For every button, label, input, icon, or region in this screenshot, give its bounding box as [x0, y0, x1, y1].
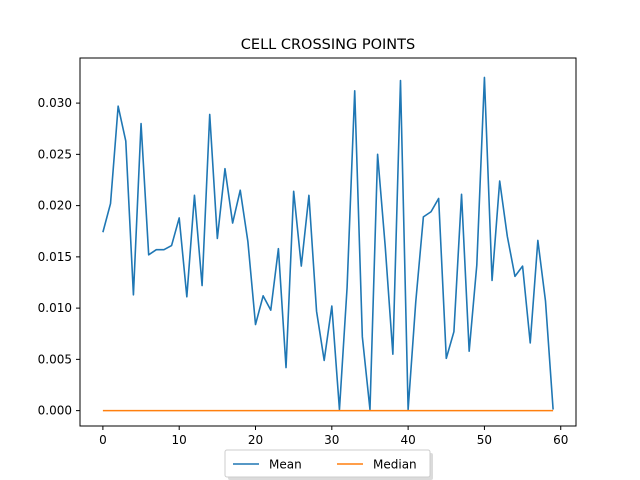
x-tick-label: 50: [477, 433, 492, 447]
chart-title: CELL CROSSING POINTS: [241, 37, 415, 53]
plot-area-frame: [79, 57, 577, 427]
y-axis-ticks: 0.000 0.005 0.010 0.015 0.020 0.025 0.030: [38, 96, 80, 418]
legend-box: [224, 449, 431, 478]
y-tick-label: 0.020: [38, 199, 72, 213]
legend-label-mean: Mean: [269, 458, 302, 472]
y-tick-label: 0.000: [38, 404, 72, 418]
x-tick-label: 20: [248, 433, 263, 447]
series-line-mean: [102, 76, 554, 411]
legend-items: Mean Median: [233, 458, 417, 472]
legend: Mean Median: [224, 449, 433, 480]
x-tick-label: 60: [553, 433, 568, 447]
x-tick-label: 10: [172, 433, 187, 447]
x-tick-label: 0: [99, 433, 107, 447]
legend-label-median: Median: [373, 458, 417, 472]
x-axis-ticks: 0 10 20 30 40 50 60: [99, 426, 568, 447]
y-tick-label: 0.010: [38, 301, 72, 315]
series-layer: [102, 76, 554, 412]
y-tick-label: 0.005: [38, 352, 72, 366]
x-tick-label: 30: [324, 433, 339, 447]
y-tick-label: 0.025: [38, 147, 72, 161]
y-tick-label: 0.030: [38, 96, 72, 110]
x-tick-label: 40: [400, 433, 415, 447]
y-tick-label: 0.015: [38, 250, 72, 264]
